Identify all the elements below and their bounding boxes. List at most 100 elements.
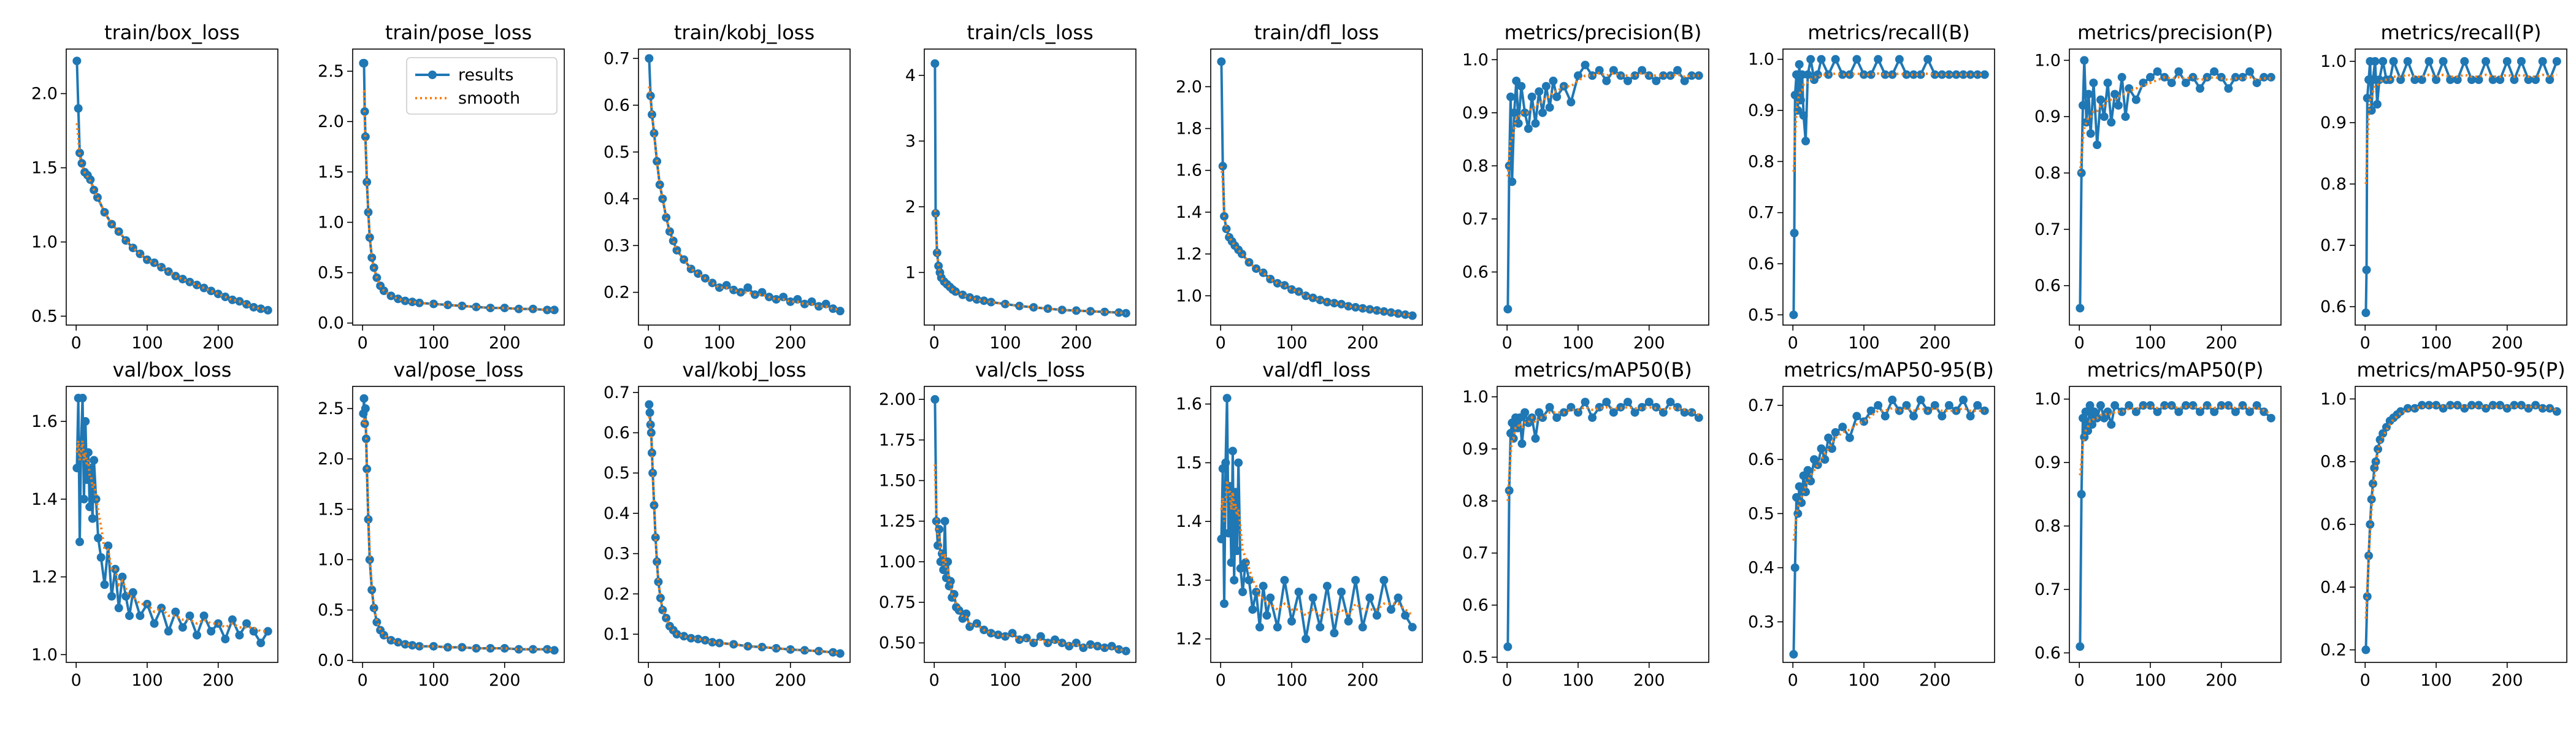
series-results-point	[2453, 75, 2462, 84]
series-results-point	[1280, 281, 1289, 290]
series-results-point	[2245, 407, 2255, 416]
series-results-point	[1273, 623, 1282, 632]
series-results-point	[1801, 488, 1811, 497]
y-tick-label: 0.8	[2320, 175, 2347, 194]
y-tick-label: 1.0	[2034, 390, 2061, 409]
series-results-point	[694, 634, 703, 643]
series-results-point	[2082, 118, 2091, 127]
series-results-point	[1644, 71, 1654, 80]
series-results-point	[361, 404, 370, 413]
legend: results smooth	[406, 57, 558, 115]
series-results-point	[1938, 412, 1947, 421]
y-tick-label: 1.6	[1176, 395, 1202, 414]
axes-frame	[1210, 386, 1423, 663]
series-results-point	[2510, 75, 2519, 84]
y-tick-label: 0.9	[2034, 453, 2061, 472]
y-tick-label: 0.1	[604, 625, 630, 644]
series-results-point	[2114, 101, 2123, 110]
series-results-point	[2371, 57, 2380, 66]
series-results-point	[932, 516, 941, 526]
series-results-point	[401, 640, 410, 649]
series-results-point	[1273, 278, 1282, 288]
y-tick-label: 0.7	[604, 383, 630, 402]
series-results-point	[1824, 433, 1833, 442]
series-results-point	[458, 301, 467, 310]
subplot: val/dfl_loss 0 100 200 1.2 1.3 1.4 1.5 1.6	[1176, 358, 1423, 690]
x-tick-label: 200	[1633, 671, 1665, 690]
y-tick-label: 0.8	[1462, 156, 1489, 175]
series-results-point	[2252, 79, 2261, 88]
x-tick-label: 100	[2420, 671, 2452, 690]
series-results-point	[118, 572, 127, 581]
x-tick-label: 0	[1788, 334, 1798, 353]
series-results-point	[1549, 76, 1558, 85]
x-tick-label: 100	[131, 671, 163, 690]
x-tick-label: 0	[1788, 671, 1798, 690]
series-results-point	[365, 233, 374, 242]
subplot-title: train/dfl_loss	[1254, 21, 1379, 44]
series-results-point	[1909, 412, 1919, 421]
series-results-point	[221, 634, 230, 643]
series-results-point	[1232, 546, 1241, 556]
series-smooth-line	[648, 416, 841, 655]
axes-frame	[2069, 386, 2282, 663]
series-results-point	[379, 631, 388, 640]
subplot: train/pose_loss 0 100 200 0.0 0.5 1.0 1.5 2.0 2.5…	[318, 21, 565, 353]
y-tick-label: 0.6	[1748, 255, 1774, 274]
axes-frame	[352, 386, 565, 663]
y-tick-label: 0.9	[2320, 113, 2347, 132]
series-results-point	[2110, 401, 2120, 410]
series-results-point	[1217, 57, 1226, 66]
series-results-point	[1301, 634, 1311, 643]
series-results-point	[2372, 100, 2382, 109]
series-results-point	[2362, 266, 2371, 274]
series-results-point	[443, 301, 453, 310]
series-results-point	[2085, 401, 2095, 410]
axes-frame	[924, 386, 1137, 663]
series-results-point	[958, 290, 967, 299]
series-results-point	[1234, 458, 1243, 467]
series-results-point	[2078, 101, 2087, 110]
series-results-point	[722, 281, 731, 290]
series-results-point	[646, 91, 655, 101]
series-results-point	[121, 236, 131, 245]
y-tick-label: 1.2	[1176, 245, 1202, 264]
y-tick-label: 0.6	[604, 424, 630, 443]
y-tick-label: 1.75	[879, 431, 916, 450]
y-tick-label: 0.6	[2034, 643, 2061, 662]
subplot: metrics/recall(B) 0 100 200 0.5 0.6 0.7 0.8 0.9 1…	[1748, 21, 1995, 353]
series-results-point	[1803, 70, 1812, 79]
series-smooth-line	[362, 418, 555, 652]
series-results-point	[1552, 413, 1562, 422]
series-results-point	[1799, 111, 1808, 120]
series-results-point	[686, 264, 696, 274]
subplot: val/cls_loss 0 100 200 0.50 0.75 1.00 1.25 1.50 1…	[879, 358, 1137, 690]
y-tick-label: 0.7	[1462, 210, 1489, 229]
series-results-point	[2174, 407, 2183, 416]
series-results-point	[2403, 57, 2412, 66]
x-tick-label: 100	[1276, 671, 1308, 690]
series-results-point	[1644, 397, 1654, 407]
series-smooth-line	[2079, 75, 2271, 174]
series-results-point	[1266, 593, 1275, 602]
subplot-title: val/kobj_loss	[682, 358, 806, 381]
series-results-point	[653, 557, 662, 566]
series-results-point	[1230, 575, 1239, 585]
y-tick-label: 1.4	[31, 490, 58, 509]
x-tick-label: 200	[1633, 334, 1665, 353]
series-results-point	[1219, 599, 1229, 608]
subplot-title: metrics/mAP50(P)	[2087, 358, 2264, 381]
x-tick-label: 200	[775, 334, 807, 353]
series-results-point	[1630, 71, 1639, 80]
series-results-point	[1503, 642, 1512, 651]
series-results-point	[647, 110, 656, 119]
x-tick-label: 0	[1216, 334, 1226, 353]
y-tick-label: 0.2	[604, 585, 630, 604]
series-results-point	[185, 611, 194, 620]
series-results-point	[1393, 309, 1403, 318]
y-tick-label: 0.5	[318, 264, 344, 283]
series-results-point	[1241, 558, 1250, 567]
y-tick-label: 0.4	[604, 504, 630, 523]
series-results-point	[2224, 401, 2233, 410]
series-results-point	[2081, 407, 2090, 416]
